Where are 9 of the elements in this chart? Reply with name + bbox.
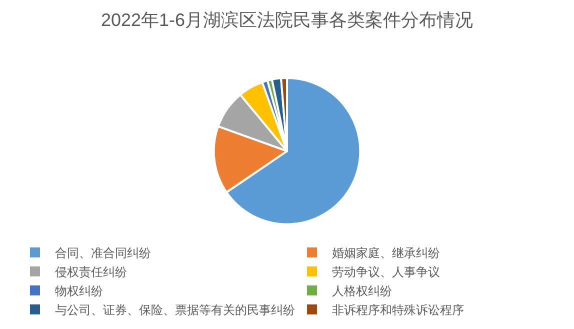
legend-label: 劳动争议、人事争议 [332, 265, 440, 280]
legend-label: 人格权纠纷 [332, 284, 392, 298]
legend-label: 非诉程序和特殊诉讼程序 [332, 303, 464, 318]
chart-title: 2022年1-6月湖滨区法院民事各类案件分布情况 [100, 10, 474, 30]
legend-label: 与公司、证券、保险、票据等有关的民事纠纷 [55, 303, 295, 318]
legend-label: 婚姻家庭、继承纠纷 [332, 246, 440, 260]
legend-label: 合同、准合同纠纷 [55, 246, 151, 260]
legend-label: 物权纠纷 [55, 284, 103, 298]
legend-label: 侵权责任纠纷 [55, 265, 127, 280]
